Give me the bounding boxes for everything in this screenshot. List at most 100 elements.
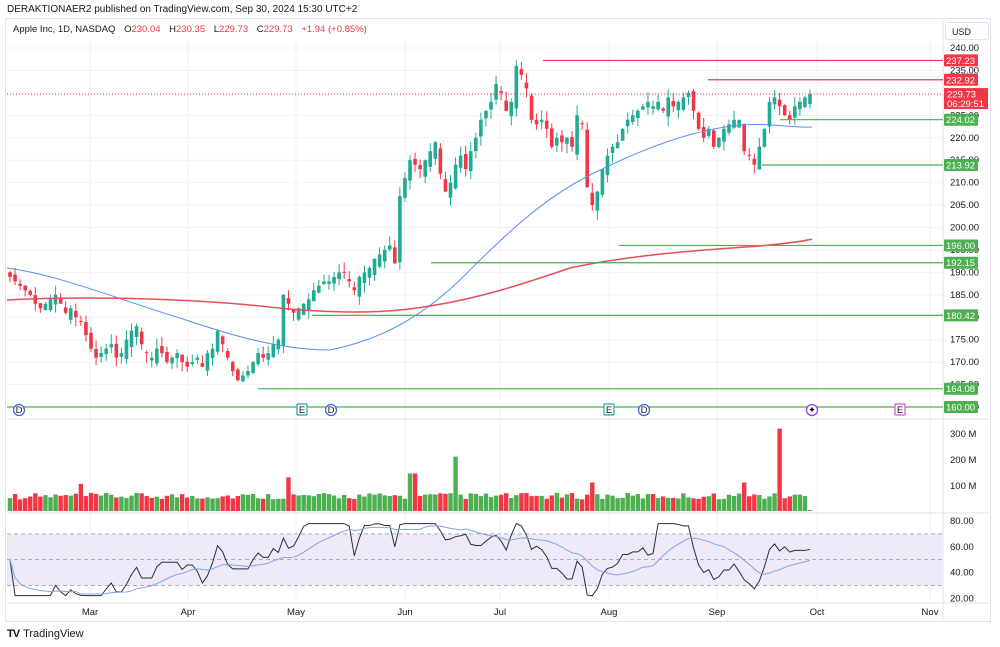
candle-body bbox=[311, 290, 316, 302]
candle-body bbox=[362, 272, 367, 283]
volume-bar bbox=[397, 495, 403, 511]
candle-body bbox=[423, 160, 427, 177]
volume-bar bbox=[549, 495, 554, 511]
support-price-tag bbox=[944, 113, 978, 126]
candle-body bbox=[114, 343, 119, 358]
time-axis-label: May bbox=[287, 607, 305, 618]
candle-body bbox=[134, 326, 139, 338]
dividend-marker-icon[interactable] bbox=[324, 403, 338, 417]
volume-bar bbox=[539, 495, 544, 511]
time-axis-label: Aug bbox=[601, 607, 618, 618]
time-axis-label: Sep bbox=[709, 607, 726, 618]
volume-bar bbox=[205, 497, 210, 511]
candle-body bbox=[165, 351, 169, 363]
volume-bar bbox=[433, 494, 438, 511]
candle-body bbox=[777, 99, 782, 107]
volume-bar bbox=[468, 493, 473, 511]
candle-body bbox=[170, 357, 174, 364]
candle-body bbox=[38, 303, 43, 309]
volume-bar bbox=[802, 496, 808, 511]
candle-body bbox=[580, 123, 584, 125]
candle-body bbox=[306, 299, 311, 311]
candle-body bbox=[661, 108, 665, 111]
tradingview-logo[interactable]: TV TradingView bbox=[7, 628, 84, 640]
candle-body bbox=[352, 287, 357, 291]
volume-bar bbox=[640, 498, 646, 511]
volume-bar bbox=[595, 494, 600, 511]
candle-body bbox=[539, 119, 544, 123]
volume-bar bbox=[716, 499, 722, 511]
dividend-marker-icon[interactable] bbox=[637, 403, 651, 417]
volume-bar bbox=[210, 498, 215, 511]
volume-bar bbox=[701, 496, 706, 511]
volume-bar bbox=[615, 498, 620, 511]
earnings-marker-icon[interactable] bbox=[603, 403, 615, 416]
candle-body bbox=[605, 155, 610, 176]
rsi-line bbox=[9, 522, 811, 597]
volume-bar bbox=[412, 473, 418, 511]
candle-body bbox=[787, 115, 792, 120]
low-label: L bbox=[213, 24, 220, 35]
volume-bar bbox=[114, 497, 119, 511]
candle-body bbox=[251, 362, 255, 374]
volume-bar bbox=[347, 498, 352, 511]
volume-bar bbox=[757, 495, 762, 511]
volume-bar bbox=[382, 495, 387, 511]
candle-body bbox=[327, 281, 331, 284]
level-price-label: 224.02 bbox=[946, 115, 975, 126]
candle-body bbox=[139, 331, 144, 345]
price-tick: 205.00 bbox=[950, 200, 979, 211]
volume-bar bbox=[514, 495, 519, 511]
level-price-label: 164.08 bbox=[946, 384, 975, 395]
earnings-upcoming-marker-icon[interactable] bbox=[894, 403, 906, 416]
candle-body bbox=[332, 276, 336, 284]
volume-bar bbox=[569, 493, 575, 511]
candle-body bbox=[58, 297, 63, 304]
volume-bar bbox=[134, 492, 139, 511]
candle-body bbox=[104, 348, 109, 355]
candle-body bbox=[504, 100, 509, 111]
candle-body bbox=[428, 151, 433, 167]
candle-body bbox=[803, 97, 807, 108]
dividend-marker-icon[interactable] bbox=[12, 403, 26, 417]
volume-bar bbox=[362, 496, 367, 511]
change-value: +1.94 (+0.85%) bbox=[301, 24, 367, 35]
volume-bar bbox=[372, 494, 377, 511]
volume-bar bbox=[185, 497, 190, 511]
volume-bar bbox=[736, 493, 742, 511]
tradingview-logo-icon: TV bbox=[7, 628, 20, 640]
candle-body bbox=[18, 283, 22, 286]
volume-bar bbox=[129, 495, 134, 511]
volume-bar bbox=[782, 498, 787, 511]
earnings-marker-icon[interactable] bbox=[296, 403, 308, 416]
volume-bar bbox=[326, 494, 332, 511]
candle-body bbox=[160, 346, 164, 354]
event-marker-icon[interactable] bbox=[805, 403, 819, 417]
volume-bar bbox=[306, 495, 311, 511]
candle-body bbox=[696, 112, 701, 129]
volume-bar bbox=[336, 498, 342, 511]
symbol-name: Apple Inc, 1D, NASDAQ bbox=[13, 24, 116, 35]
candle-body bbox=[129, 330, 134, 348]
volume-bar bbox=[453, 456, 458, 511]
volume-bar bbox=[660, 496, 666, 511]
candle-body bbox=[301, 303, 306, 315]
candle-body bbox=[372, 258, 377, 276]
volume-bar bbox=[579, 499, 585, 511]
candle-body bbox=[595, 191, 600, 211]
event-marker-label: D bbox=[16, 405, 23, 416]
time-axis-label: Jun bbox=[397, 607, 412, 618]
volume-bar bbox=[463, 498, 468, 511]
candle-body bbox=[479, 119, 483, 137]
support-price-tag bbox=[944, 159, 978, 172]
candle-body bbox=[84, 322, 88, 336]
support-price-tag bbox=[944, 239, 978, 252]
volume-bar bbox=[504, 493, 509, 511]
volume-bar bbox=[620, 497, 625, 511]
volume-bar bbox=[772, 493, 777, 511]
currency-button[interactable]: USD bbox=[945, 22, 989, 40]
volume-bar bbox=[635, 494, 641, 511]
candle-body bbox=[772, 97, 777, 105]
volume-bar bbox=[726, 494, 732, 511]
